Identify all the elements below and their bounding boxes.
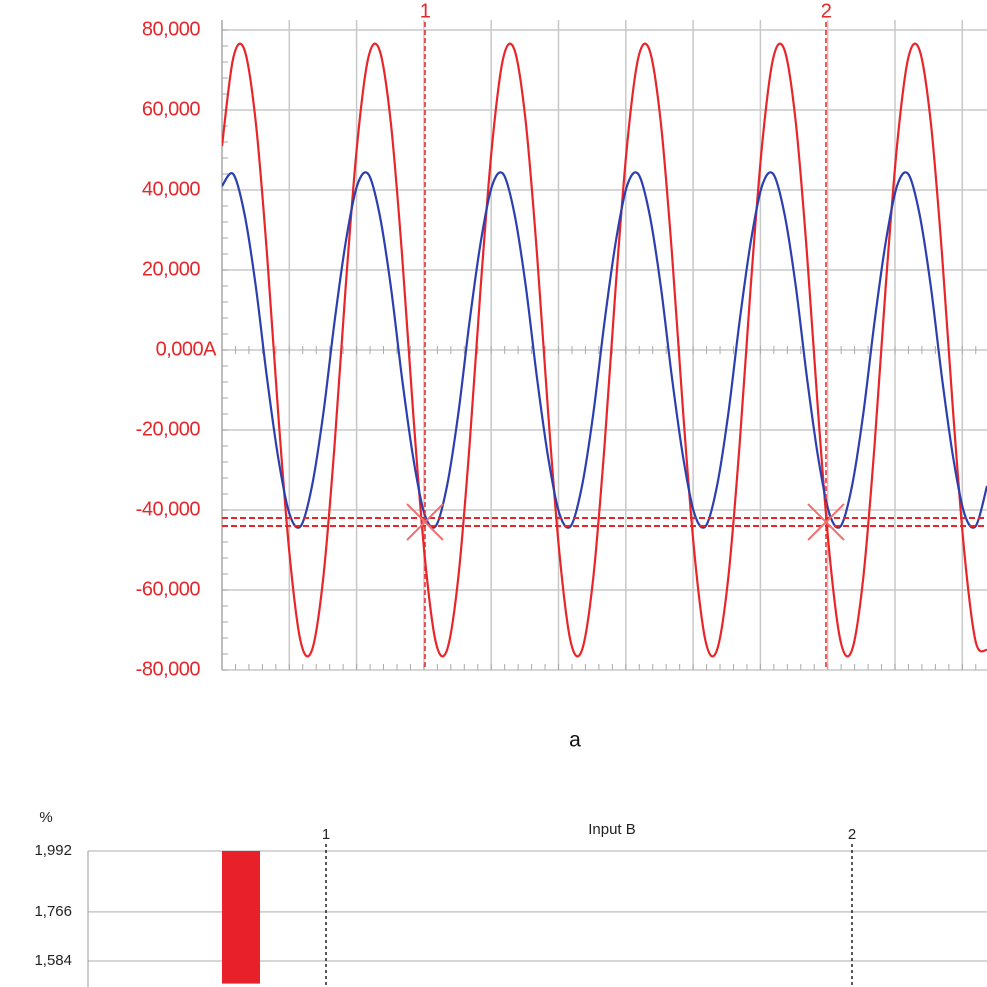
- cursor-label: 2: [848, 826, 856, 843]
- y-tick-label: 80,000: [142, 18, 201, 40]
- y-tick-label: -80,000: [136, 658, 201, 680]
- y-tick-label: -40,000: [136, 498, 201, 520]
- y-tick-label: -60,000: [136, 578, 201, 600]
- y-tick-label: 60,000: [142, 98, 201, 120]
- y-tick-label: 0,000A: [156, 338, 218, 360]
- cursor-label: 1: [322, 826, 330, 843]
- y-tick-label: 20,000: [142, 258, 201, 280]
- bar: [222, 851, 260, 984]
- bar-chart: % Input B 1,992 1,766 1,584 1 2: [34, 809, 987, 987]
- y-tick-label: 40,000: [142, 178, 201, 200]
- y-tick-label: -20,000: [136, 418, 201, 440]
- waveform-chart: 80,000 60,000 40,000 20,000 0,000A -20,000 -40…: [136, 0, 987, 752]
- cursor-label: 1: [420, 0, 431, 22]
- series-line: [222, 171, 987, 529]
- y-tick-label: 1,766: [34, 903, 72, 920]
- plot-area: [222, 42, 987, 658]
- cursor-cross: [406, 503, 444, 541]
- chart-title: Input B: [588, 821, 636, 838]
- y-tick-label: 1,584: [34, 952, 72, 969]
- cursor-label: 2: [821, 0, 832, 22]
- caption: a: [569, 729, 581, 752]
- series-line: [222, 42, 987, 658]
- cursor-cross: [807, 503, 845, 541]
- y-unit: %: [39, 809, 52, 826]
- y-tick-label: 1,992: [34, 842, 72, 859]
